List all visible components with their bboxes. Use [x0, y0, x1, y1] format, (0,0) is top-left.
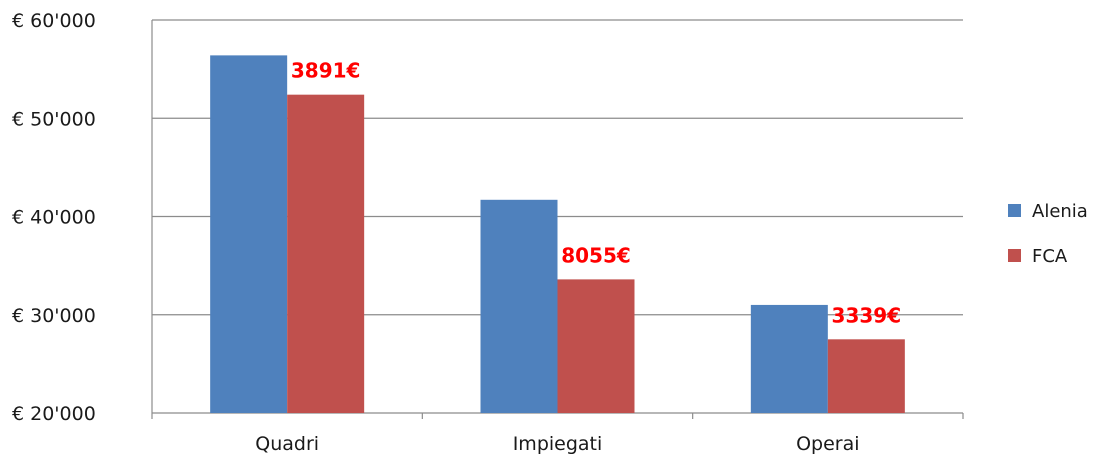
difference-annotation: 8055€	[561, 243, 631, 267]
y-axis-tick-labels: € 20'000 € 30'000 € 40'000 € 50'000 € 60'000	[12, 10, 96, 425]
y-tick-label: € 60'000	[12, 10, 96, 32]
difference-annotations: 3891€ 8055€ 3339€	[291, 59, 901, 328]
bar-fca-impiegati	[557, 279, 635, 413]
y-tick-label: € 20'000	[12, 403, 96, 425]
bar-fca-quadri	[287, 94, 365, 414]
legend: Alenia FCA	[1008, 201, 1088, 267]
legend-swatch-fca	[1008, 249, 1021, 262]
x-category-label: Impiegati	[513, 433, 603, 455]
bar-fca-operai	[827, 339, 905, 413]
bars	[210, 55, 905, 414]
x-category-label: Operai	[796, 433, 859, 455]
y-tick-label: € 30'000	[12, 305, 96, 327]
legend-label-fca: FCA	[1032, 246, 1068, 267]
x-category-label: Quadri	[255, 433, 319, 455]
difference-annotation: 3891€	[291, 59, 361, 83]
bar-alenia-operai	[750, 304, 828, 413]
x-axis-category-labels: Quadri Impiegati Operai	[255, 433, 859, 455]
bar-alenia-quadri	[210, 55, 288, 414]
y-tick-label: € 40'000	[12, 207, 96, 229]
bar-alenia-impiegati	[480, 199, 558, 413]
y-tick-label: € 50'000	[12, 108, 96, 130]
legend-label-alenia: Alenia	[1032, 201, 1088, 222]
legend-swatch-alenia	[1008, 204, 1021, 217]
difference-annotation: 3339€	[832, 303, 902, 327]
